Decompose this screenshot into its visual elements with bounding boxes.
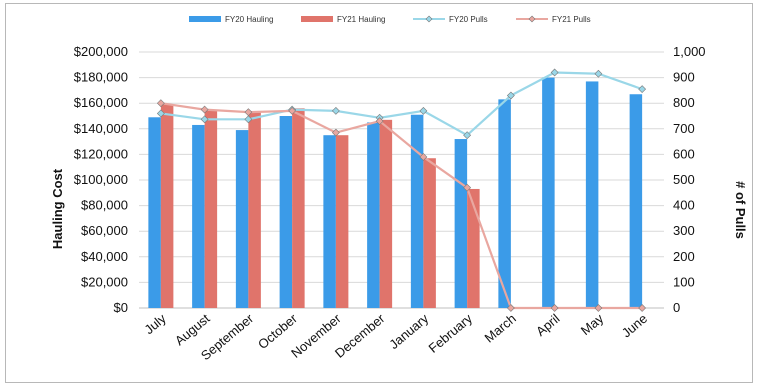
y2-tick-label: 900 <box>673 70 695 85</box>
bar-fy20-hauling <box>542 77 555 308</box>
bar-fy20-hauling <box>498 99 511 308</box>
x-tick-label: April <box>533 311 563 339</box>
bar-fy20-hauling <box>585 81 599 308</box>
marker-fy20-pulls <box>638 85 647 94</box>
marker-fy21-pulls <box>550 304 559 312</box>
bars <box>148 77 643 309</box>
bar-fy20-hauling <box>235 130 249 308</box>
marker-fy21-pulls <box>506 304 515 312</box>
y2-tick-label: 500 <box>673 172 695 187</box>
y-axis-ticks: $0 $20,000 $40,000 $60,000 $80,000 $100,000 $1… <box>74 44 128 315</box>
marker-fy20-pulls <box>463 131 472 140</box>
y-tick-label: $40,000 <box>81 249 128 264</box>
y-axis-title: Hauling Cost <box>50 168 65 249</box>
y2-tick-label: 1,000 <box>673 44 706 59</box>
y2-tick-label: 600 <box>673 146 695 161</box>
marker-fy20-pulls <box>156 109 165 118</box>
legend-label: FY21 Pulls <box>552 15 591 24</box>
legend-marker <box>528 15 536 23</box>
marker-fy21-pulls <box>200 105 209 114</box>
y-tick-label: $0 <box>114 300 128 315</box>
y2-tick-label: 400 <box>673 198 695 213</box>
bar-fy21-hauling <box>423 158 436 308</box>
y2-tick-label: 300 <box>673 223 695 238</box>
bar-fy21-hauling <box>248 112 261 308</box>
x-tick-label: February <box>426 310 476 355</box>
y2-tick-label: 0 <box>673 300 680 315</box>
bar-fy21-hauling <box>379 119 393 308</box>
marker-fy20-pulls <box>550 68 559 77</box>
bar-fy21-hauling <box>467 188 480 308</box>
pull-lines <box>156 68 647 312</box>
x-axis-ticks: July AugustSeptemberOctoberNovemberDecemb… <box>141 310 650 363</box>
marker-fy20-pulls <box>244 115 253 124</box>
bar-fy21-hauling <box>292 108 305 308</box>
line-fy20-pulls <box>160 71 643 137</box>
x-tick-label: July <box>141 310 169 337</box>
marker-fy21-pulls <box>375 117 384 126</box>
marker-fy21-pulls <box>419 153 428 161</box>
bar-fy21-hauling <box>335 135 349 308</box>
y2-tick-label: 700 <box>673 121 695 136</box>
bar-fy20-hauling <box>148 117 161 308</box>
marker-fy21-pulls <box>288 106 297 115</box>
marker-fy20-pulls <box>594 69 603 78</box>
bar-fy20-hauling <box>367 122 380 309</box>
y-tick-label: $160,000 <box>74 95 128 110</box>
legend-marker <box>425 15 433 23</box>
x-tick-label: May <box>578 310 607 338</box>
y2-axis-title: # of Pulls <box>733 181 748 239</box>
y-tick-label: $20,000 <box>81 274 128 289</box>
y-tick-label: $60,000 <box>81 223 128 238</box>
marker-fy20-pulls <box>331 106 340 115</box>
legend-label: FY20 Pulls <box>449 15 488 24</box>
marker-fy21-pulls <box>331 128 340 137</box>
bar-fy20-hauling <box>323 135 336 308</box>
x-tick-label: August <box>172 311 213 349</box>
bar-fy20-hauling <box>192 124 205 309</box>
marker-fy21-pulls <box>156 99 165 108</box>
marker-fy21-pulls <box>594 304 603 312</box>
x-tick-label: March <box>481 311 518 346</box>
legend-swatch <box>301 16 333 22</box>
legend-label: FY21 Hauling <box>337 15 385 24</box>
bar-fy20-hauling <box>279 116 293 308</box>
bar-fy20-hauling <box>454 139 468 308</box>
line-fy21-pulls <box>160 102 643 310</box>
gridlines <box>139 51 664 309</box>
bar-fy21-hauling <box>204 110 218 308</box>
bar-fy21-hauling <box>160 104 174 308</box>
y-tick-label: $100,000 <box>74 172 128 187</box>
x-tick-label: January <box>386 310 431 352</box>
marker-fy21-pulls <box>244 108 253 117</box>
y-tick-label: $140,000 <box>74 121 128 136</box>
y-tick-label: $180,000 <box>74 70 128 85</box>
legend: FY20 Hauling FY21 Hauling FY20 Pulls FY21 P… <box>189 15 591 24</box>
y2-tick-label: 100 <box>673 274 695 289</box>
y-tick-label: $80,000 <box>81 198 128 213</box>
y-tick-label: $120,000 <box>74 146 128 161</box>
marker-fy20-pulls <box>419 106 428 115</box>
bar-fy20-hauling <box>410 114 424 308</box>
legend-label: FY20 Hauling <box>225 15 273 24</box>
legend-swatch <box>189 16 221 22</box>
x-tick-label: December <box>332 310 388 360</box>
y2-axis-ticks: 0 100 200 300 400 500 600 700 800 900 1,000 <box>673 44 706 315</box>
x-tick-label: June <box>619 311 650 341</box>
y2-tick-label: 800 <box>673 95 695 110</box>
marker-fy21-pulls <box>463 183 472 192</box>
marker-fy20-pulls <box>506 91 515 100</box>
marker-fy21-pulls <box>638 304 647 312</box>
y2-tick-label: 200 <box>673 249 695 264</box>
bar-fy20-hauling <box>629 94 643 309</box>
y-tick-label: $200,000 <box>74 44 128 59</box>
marker-fy20-pulls <box>200 115 209 124</box>
